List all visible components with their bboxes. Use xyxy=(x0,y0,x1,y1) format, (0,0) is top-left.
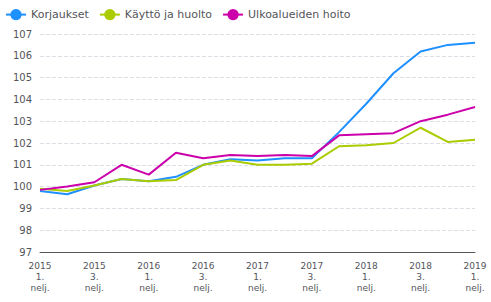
svg-text:2016: 2016 xyxy=(137,261,160,271)
svg-text:97: 97 xyxy=(19,247,32,258)
svg-text:3.: 3. xyxy=(416,272,425,282)
svg-text:1.: 1. xyxy=(36,272,45,282)
svg-text:nelj.: nelj. xyxy=(411,283,430,293)
svg-text:103: 103 xyxy=(13,116,32,127)
svg-text:100: 100 xyxy=(13,181,32,192)
svg-text:2017: 2017 xyxy=(246,261,269,271)
svg-text:3.: 3. xyxy=(90,272,99,282)
svg-text:2017: 2017 xyxy=(300,261,323,271)
svg-text:nelj.: nelj. xyxy=(85,283,104,293)
svg-text:101: 101 xyxy=(13,159,32,170)
svg-text:2015: 2015 xyxy=(29,261,52,271)
svg-text:105: 105 xyxy=(13,72,32,83)
svg-text:104: 104 xyxy=(13,94,32,105)
svg-text:106: 106 xyxy=(13,50,32,61)
svg-text:1.: 1. xyxy=(471,272,480,282)
svg-text:nelj.: nelj. xyxy=(194,283,213,293)
svg-text:107: 107 xyxy=(13,29,32,40)
svg-text:99: 99 xyxy=(19,203,32,214)
svg-text:98: 98 xyxy=(19,225,32,236)
svg-text:Korjaukset: Korjaukset xyxy=(31,8,90,21)
svg-text:nelj.: nelj. xyxy=(139,283,158,293)
svg-text:2018: 2018 xyxy=(355,261,378,271)
svg-text:2015: 2015 xyxy=(83,261,106,271)
svg-text:1.: 1. xyxy=(144,272,153,282)
svg-text:nelj.: nelj. xyxy=(357,283,376,293)
svg-text:Ulkoalueiden hoito: Ulkoalueiden hoito xyxy=(248,8,351,21)
svg-text:1.: 1. xyxy=(362,272,371,282)
svg-text:2018: 2018 xyxy=(409,261,432,271)
svg-text:2016: 2016 xyxy=(192,261,215,271)
svg-text:nelj.: nelj. xyxy=(465,283,484,293)
svg-text:nelj.: nelj. xyxy=(248,283,267,293)
svg-text:102: 102 xyxy=(13,138,32,149)
svg-text:2019: 2019 xyxy=(464,261,487,271)
svg-text:nelj.: nelj. xyxy=(302,283,321,293)
svg-text:3.: 3. xyxy=(199,272,208,282)
svg-text:Käyttö ja huolto: Käyttö ja huolto xyxy=(125,8,212,21)
svg-text:nelj.: nelj. xyxy=(30,283,49,293)
svg-text:3.: 3. xyxy=(308,272,317,282)
svg-text:1.: 1. xyxy=(253,272,262,282)
